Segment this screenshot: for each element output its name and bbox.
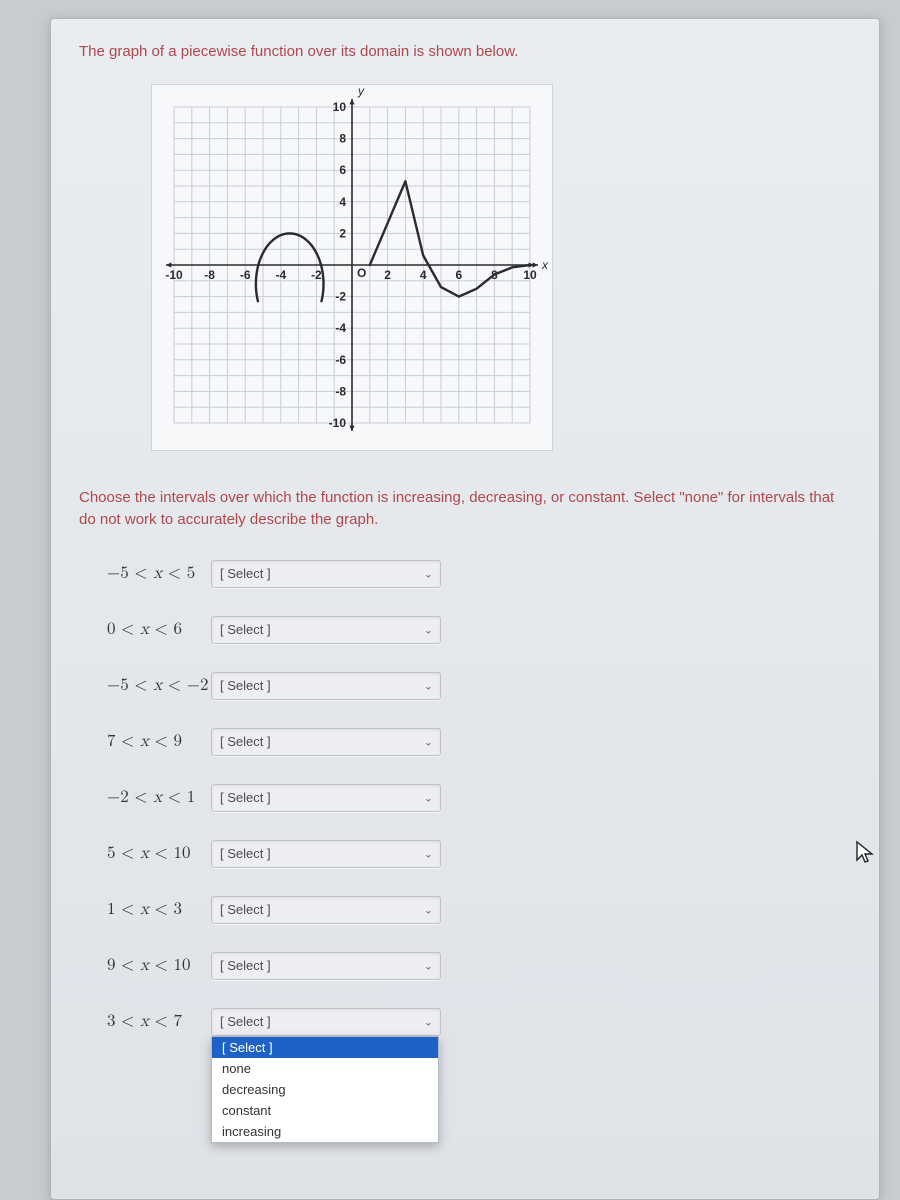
svg-text:O: O xyxy=(357,266,366,280)
svg-text:-10: -10 xyxy=(165,268,183,282)
interval-select[interactable]: [ Select ] xyxy=(211,952,441,980)
svg-text:10: 10 xyxy=(333,100,347,114)
select-wrap: [ Select ]⌄ xyxy=(211,560,441,588)
interval-label: 0 < x < 6 xyxy=(107,620,211,640)
svg-text:4: 4 xyxy=(420,268,427,282)
svg-text:6: 6 xyxy=(455,268,462,282)
interval-select[interactable]: [ Select ] xyxy=(211,1008,441,1036)
interval-label: 3 < x < 7 xyxy=(107,1012,211,1032)
select-option[interactable]: none xyxy=(212,1058,438,1079)
select-option[interactable]: [ Select ] xyxy=(212,1037,438,1058)
svg-text:4: 4 xyxy=(339,194,346,208)
interval-select[interactable]: [ Select ] xyxy=(211,784,441,812)
select-wrap: [ Select ]⌄ xyxy=(211,952,441,980)
svg-text:2: 2 xyxy=(384,268,391,282)
svg-text:2: 2 xyxy=(339,226,346,240)
function-graph: -10-8-6-4-2O246810108642-2-4-6-8-10yx xyxy=(152,85,552,445)
interval-list: −5 < x < 5[ Select ]⌄0 < x < 6[ Select ]… xyxy=(51,542,879,1050)
graph-container: -10-8-6-4-2O246810108642-2-4-6-8-10yx xyxy=(51,74,879,465)
interval-row: −2 < x < 1[ Select ]⌄ xyxy=(107,770,851,826)
svg-text:-6: -6 xyxy=(335,352,346,366)
svg-text:-2: -2 xyxy=(311,268,322,282)
interval-label: 5 < x < 10 xyxy=(107,844,211,864)
question-panel: The graph of a piecewise function over i… xyxy=(50,18,880,1200)
svg-text:-2: -2 xyxy=(335,289,346,303)
interval-row: −5 < x < −2[ Select ]⌄ xyxy=(107,658,851,714)
select-dropdown[interactable]: [ Select ]nonedecreasingconstantincreasi… xyxy=(211,1036,439,1143)
svg-text:-4: -4 xyxy=(275,268,286,282)
interval-select[interactable]: [ Select ] xyxy=(211,896,441,924)
graph-box: -10-8-6-4-2O246810108642-2-4-6-8-10yx xyxy=(151,84,553,451)
interval-select[interactable]: [ Select ] xyxy=(211,840,441,868)
interval-select[interactable]: [ Select ] xyxy=(211,560,441,588)
select-wrap: [ Select ]⌄ xyxy=(211,616,441,644)
interval-row: 1 < x < 3[ Select ]⌄ xyxy=(107,882,851,938)
select-option[interactable]: increasing xyxy=(212,1121,438,1142)
instruction-mid: Choose the intervals over which the func… xyxy=(51,465,879,542)
select-option[interactable]: decreasing xyxy=(212,1079,438,1100)
svg-text:-8: -8 xyxy=(204,268,215,282)
interval-label: −5 < x < 5 xyxy=(107,564,211,584)
interval-label: −5 < x < −2 xyxy=(107,676,211,696)
interval-row: 3 < x < 7[ Select ]⌄[ Select ]nonedecrea… xyxy=(107,994,851,1050)
svg-text:6: 6 xyxy=(339,163,346,177)
select-wrap: [ Select ]⌄ xyxy=(211,840,441,868)
interval-row: 9 < x < 10[ Select ]⌄ xyxy=(107,938,851,994)
interval-label: 1 < x < 3 xyxy=(107,900,211,920)
interval-label: 7 < x < 9 xyxy=(107,732,211,752)
mouse-cursor-icon xyxy=(854,840,876,866)
select-wrap: [ Select ]⌄ xyxy=(211,784,441,812)
interval-label: −2 < x < 1 xyxy=(107,788,211,808)
svg-text:y: y xyxy=(357,85,365,98)
interval-row: 5 < x < 10[ Select ]⌄ xyxy=(107,826,851,882)
svg-text:-8: -8 xyxy=(335,384,346,398)
svg-text:10: 10 xyxy=(523,268,537,282)
select-wrap: [ Select ]⌄ xyxy=(211,728,441,756)
svg-text:-4: -4 xyxy=(335,321,346,335)
select-wrap: [ Select ]⌄[ Select ]nonedecreasingconst… xyxy=(211,1008,441,1036)
interval-row: 0 < x < 6[ Select ]⌄ xyxy=(107,602,851,658)
interval-label: 9 < x < 10 xyxy=(107,956,211,976)
svg-text:-10: -10 xyxy=(329,416,347,430)
instruction-top: The graph of a piecewise function over i… xyxy=(51,19,879,74)
svg-text:x: x xyxy=(541,258,549,272)
select-wrap: [ Select ]⌄ xyxy=(211,896,441,924)
interval-select[interactable]: [ Select ] xyxy=(211,616,441,644)
interval-row: −5 < x < 5[ Select ]⌄ xyxy=(107,546,851,602)
interval-row: 7 < x < 9[ Select ]⌄ xyxy=(107,714,851,770)
svg-text:8: 8 xyxy=(339,131,346,145)
interval-select[interactable]: [ Select ] xyxy=(211,672,441,700)
select-wrap: [ Select ]⌄ xyxy=(211,672,441,700)
svg-text:-6: -6 xyxy=(240,268,251,282)
select-option[interactable]: constant xyxy=(212,1100,438,1121)
interval-select[interactable]: [ Select ] xyxy=(211,728,441,756)
